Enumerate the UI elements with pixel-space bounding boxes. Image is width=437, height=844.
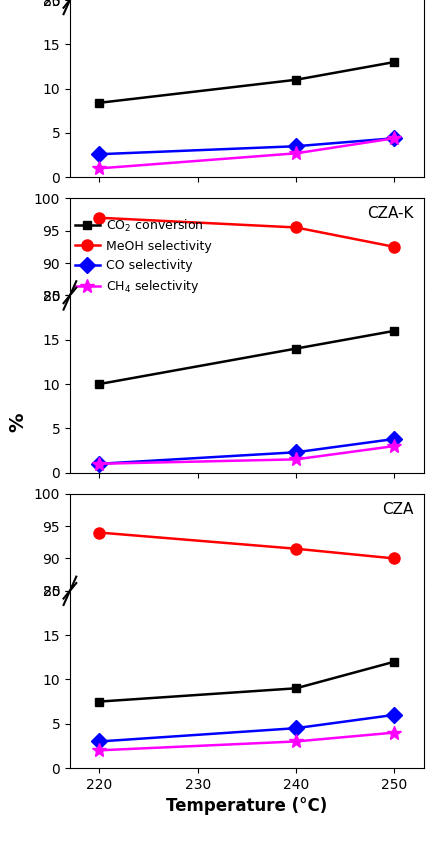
X-axis label: Temperature (°C): Temperature (°C) xyxy=(166,798,327,815)
Legend: CO$_2$ conversion, MeOH selectivity, CO selectivity, CH$_4$ selectivity: CO$_2$ conversion, MeOH selectivity, CO … xyxy=(70,213,217,300)
Text: CZA-K: CZA-K xyxy=(367,206,413,221)
Text: CZA: CZA xyxy=(382,501,413,517)
Text: %: % xyxy=(8,412,27,432)
